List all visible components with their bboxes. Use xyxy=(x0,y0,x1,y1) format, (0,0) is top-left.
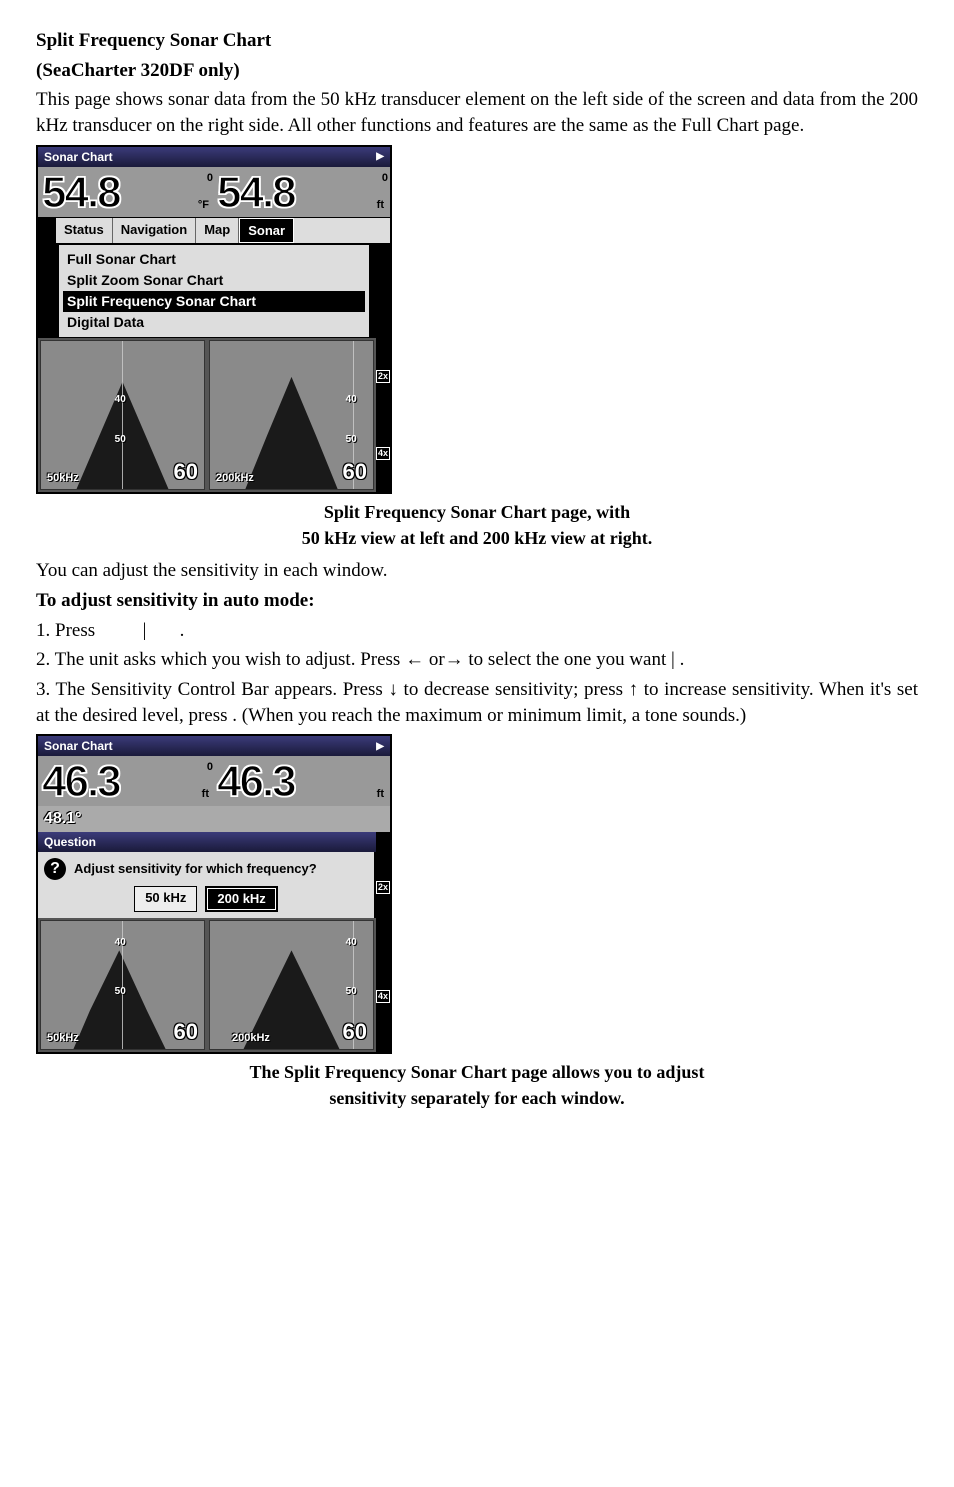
freq-label-left: 50kHz xyxy=(47,471,79,486)
freq-label-left-2: 50kHz xyxy=(47,1031,79,1046)
big-number-row: 54.8 0 °F 54.8 0 ft xyxy=(38,167,390,217)
sonar-split-view-2: 40 50 50kHz 60 40 50 200kHz 60 xyxy=(38,918,390,1052)
sonar-split-view: 40 50 50kHz 60 40 50 200kHz 60 xyxy=(38,338,390,492)
titlebar-arrow-icon-2: ▶ xyxy=(376,740,384,754)
step-2: 2. The unit asks which you wish to adjus… xyxy=(36,647,918,673)
big-number-row-2: 46.3 0 ft 46.3 ft xyxy=(38,756,390,806)
zoom-4x[interactable]: 4x xyxy=(376,447,390,460)
depth-big-left-2: 60 xyxy=(174,1017,198,1047)
depth-mark-40-2r: 40 xyxy=(346,936,357,950)
caption-1-line2: 50 kHz view at left and 200 kHz view at … xyxy=(36,526,918,550)
screenshot-question: Sonar Chart ▶ 46.3 0 ft 46.3 ft 48.1° Qu… xyxy=(36,734,392,1054)
depth-big-left: 60 xyxy=(174,457,198,487)
question-titlebar: Question xyxy=(38,832,390,852)
caption-2-line2: sensitivity separately for each window. xyxy=(36,1086,918,1110)
big-number-right-unit: ft xyxy=(377,200,384,211)
window-titlebar-2: Sonar Chart ▶ xyxy=(38,736,390,756)
big-number-left: 54.8 0 °F xyxy=(42,171,211,215)
big-number-right: 54.8 0 ft xyxy=(217,171,386,215)
window-titlebar: Sonar Chart ▶ xyxy=(38,147,390,167)
step-1: 1. Press | . xyxy=(36,618,918,644)
sonar-pane-right-2: 40 50 200kHz 60 xyxy=(209,920,374,1050)
heading-to-adjust: To adjust sensitivity in auto mode: xyxy=(36,588,918,614)
tab-sonar[interactable]: Sonar xyxy=(239,218,294,244)
depth-mark-50-2l: 50 xyxy=(115,985,126,999)
tab-navigation[interactable]: Navigation xyxy=(113,218,196,244)
zoom-sidebar-2: 2x 4x xyxy=(376,832,390,1052)
freq-label-right-2: 200kHz xyxy=(232,1031,270,1046)
menu-split-zoom[interactable]: Split Zoom Sonar Chart xyxy=(67,270,361,291)
sonar-pane-right: 40 50 200kHz 60 xyxy=(209,340,374,490)
button-200khz[interactable]: 200 kHz xyxy=(205,886,277,912)
big-number-left-value-2: 46.3 xyxy=(42,757,120,806)
caption-2-line1: The Split Frequency Sonar Chart page all… xyxy=(36,1060,918,1084)
temperature-row: 48.1° xyxy=(38,806,390,832)
screenshot-menu: Sonar Chart ▶ 54.8 0 °F 54.8 0 ft Status… xyxy=(36,145,392,494)
menu-panel: Full Sonar Chart Split Zoom Sonar Chart … xyxy=(58,244,370,338)
question-text: Adjust sensitivity for which frequency? xyxy=(74,860,317,878)
zoom-2x-2[interactable]: 2x xyxy=(376,881,390,894)
big-number-left-unit-2: ft xyxy=(202,789,209,800)
depth-mark-50-r: 50 xyxy=(346,433,357,447)
big-number-right-scale: 0 xyxy=(382,173,388,184)
menu-split-frequency[interactable]: Split Frequency Sonar Chart xyxy=(63,291,365,312)
para-can-adjust: You can adjust the sensitivity in each w… xyxy=(36,558,918,584)
menu-digital-data[interactable]: Digital Data xyxy=(67,312,361,333)
caption-1-line1: Split Frequency Sonar Chart page, with xyxy=(36,500,918,524)
big-number-left-scale: 0 xyxy=(207,173,213,184)
big-number-left-unit: °F xyxy=(198,200,209,211)
zoom-sidebar: 2x 4x xyxy=(376,338,390,492)
question-panel: ? Adjust sensitivity for which frequency… xyxy=(38,852,374,918)
depth-mark-40-2l: 40 xyxy=(115,936,126,950)
tab-map[interactable]: Map xyxy=(196,218,239,244)
sonar-pane-left-2: 40 50 50kHz 60 xyxy=(40,920,205,1050)
depth-mark-40-r: 40 xyxy=(346,393,357,407)
depth-mark-50-2r: 50 xyxy=(346,985,357,999)
depth-mark-50: 50 xyxy=(115,433,126,447)
depth-big-right-2: 60 xyxy=(343,1017,367,1047)
tab-status[interactable]: Status xyxy=(56,218,113,244)
big-number-left-2: 46.3 0 ft xyxy=(42,760,211,804)
question-icon: ? xyxy=(44,858,66,880)
freq-label-right: 200kHz xyxy=(216,471,254,486)
titlebar-arrow-icon: ▶ xyxy=(376,150,384,164)
window-title: Sonar Chart xyxy=(44,149,113,165)
zoom-2x[interactable]: 2x xyxy=(376,370,390,383)
heading-split-freq: Split Frequency Sonar Chart xyxy=(36,28,918,54)
depth-big-right: 60 xyxy=(343,457,367,487)
intro-paragraph: This page shows sonar data from the 50 k… xyxy=(36,87,918,138)
sonar-pane-left: 40 50 50kHz 60 xyxy=(40,340,205,490)
window-title-2: Sonar Chart xyxy=(44,738,113,754)
big-number-left-scale-2: 0 xyxy=(207,762,213,773)
zoom-4x-2[interactable]: 4x xyxy=(376,990,390,1003)
big-number-right-value: 54.8 xyxy=(217,168,295,217)
tab-row: Status Navigation Map Sonar xyxy=(56,217,390,245)
step-3: 3. The Sensitivity Control Bar appears. … xyxy=(36,677,918,728)
big-number-right-2: 46.3 ft xyxy=(217,760,386,804)
button-50khz[interactable]: 50 kHz xyxy=(134,886,197,912)
heading-seacharter: (SeaCharter 320DF only) xyxy=(36,58,918,84)
button-row: 50 kHz 200 kHz xyxy=(44,886,368,912)
menu-full-sonar[interactable]: Full Sonar Chart xyxy=(67,249,361,270)
big-number-right-value-2: 46.3 xyxy=(217,757,295,806)
big-number-right-unit-2: ft xyxy=(377,789,384,800)
big-number-left-value: 54.8 xyxy=(42,168,120,217)
depth-mark-40: 40 xyxy=(115,393,126,407)
